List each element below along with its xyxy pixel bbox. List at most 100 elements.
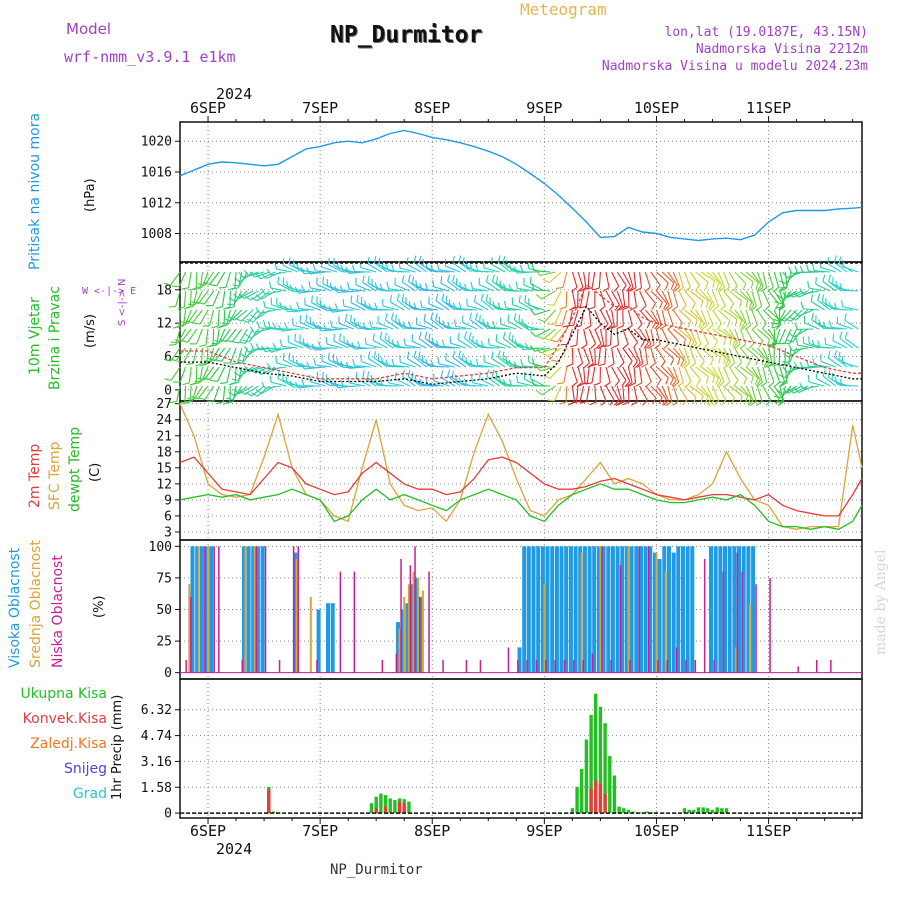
wind-barb-585 xyxy=(644,347,649,364)
wind-barb-flag-80 xyxy=(225,339,233,343)
wind-barb-flag-133 xyxy=(266,268,272,276)
wind-barb-656 xyxy=(700,366,715,377)
wind-barb-592 xyxy=(650,347,656,364)
wind-barb-flag-13 xyxy=(178,401,186,405)
low-cloud-bar-22 xyxy=(465,660,468,673)
wind-barb-701 xyxy=(740,290,753,303)
wind-barb-flag-676 xyxy=(724,360,729,367)
wind-barb-flag-121 xyxy=(255,307,261,314)
wind-barb-flag-575 xyxy=(640,305,647,311)
wind-barb-flag-836 xyxy=(828,320,832,328)
wind-barb-566 xyxy=(627,385,630,403)
wind-barb-flag-442 xyxy=(515,281,518,289)
wind-barb-243 xyxy=(354,365,371,368)
wind-barb-681 xyxy=(723,309,738,320)
wind-barb-92 xyxy=(238,290,254,300)
wind-barb-11 xyxy=(175,347,187,362)
wind-barb-344 xyxy=(440,282,455,292)
ytick-label-2-0: 3 xyxy=(164,525,172,540)
wind-barb-778 xyxy=(787,290,803,298)
wind-barb-flag-736 xyxy=(774,303,779,310)
wind-barb-844 xyxy=(839,337,854,349)
product-title: Meteogram xyxy=(520,0,607,19)
wind-barb-424 xyxy=(503,338,517,349)
wind-barb-423 xyxy=(500,323,517,330)
high-cloud-bar-43 xyxy=(624,546,629,673)
wind-barb-flag-659 xyxy=(709,304,715,311)
wind-barb-flag-291 xyxy=(391,339,395,347)
total-precip-bar-14 xyxy=(580,768,584,814)
high-cloud-bar-39 xyxy=(606,546,611,673)
wind-barb-flag-567 xyxy=(629,287,637,292)
wind-barb-flag-481 xyxy=(543,374,551,379)
wind-barb-flag-171 xyxy=(299,315,302,323)
high-cloud-bar-7 xyxy=(251,546,256,673)
high-cloud-bar-45 xyxy=(634,546,639,673)
total-precip-bar-17 xyxy=(594,693,598,814)
wind-barb-flag-324 xyxy=(420,300,423,308)
wind-barb-295 xyxy=(401,281,416,292)
wind-barb-flag-123 xyxy=(255,343,260,351)
wind-barb-flag-651 xyxy=(712,280,716,288)
wind-barb-flag-649 xyxy=(705,376,709,384)
wind-barb-flag-574 xyxy=(635,287,642,292)
wind-barb-flag-37 xyxy=(193,322,201,325)
wind-barb-flag-850 xyxy=(844,313,847,321)
wind-barb-770 xyxy=(785,271,797,284)
wind-barb-flag-618 xyxy=(677,322,683,330)
wind-barb-flag-241 xyxy=(353,318,356,326)
wind-barb-561 xyxy=(627,290,630,308)
wind-barb-flag-212 xyxy=(328,305,333,313)
ytick-label-0-2: 1016 xyxy=(141,166,172,181)
wind-barb-619 xyxy=(672,328,686,340)
wind-barb-flag-835 xyxy=(828,301,832,309)
ytick-label-2-1: 6 xyxy=(164,509,172,524)
wind-barb-flag-218 xyxy=(334,285,339,293)
wind-barb-flag-381 xyxy=(469,312,473,320)
high-cloud-bar-58 xyxy=(709,546,713,673)
wind-barb-629 xyxy=(678,385,688,400)
wind-barb-665 xyxy=(712,271,723,286)
wind-barb-722 xyxy=(756,290,763,307)
wind-barb-flag-844 xyxy=(839,331,843,339)
wind-barb-836 xyxy=(831,326,848,330)
wind-barb-flag-366 xyxy=(452,302,457,310)
wind-barb-flag-591 xyxy=(647,344,655,349)
wind-barb-708 xyxy=(745,290,755,306)
wind-barb-flag-187 xyxy=(306,361,311,369)
wind-barb-282 xyxy=(390,301,405,311)
wind-barb-630 xyxy=(683,271,691,288)
wind-barb-300 xyxy=(402,375,416,387)
wind-barb-25 xyxy=(192,347,198,364)
wind-barb-flag-202 xyxy=(322,371,324,379)
wind-barb-flag-530 xyxy=(593,382,601,386)
high-cloud-bar-19 xyxy=(419,596,424,673)
wind-barb-flag-3 xyxy=(168,343,176,346)
high-cloud-bar-23 xyxy=(531,546,536,673)
low-cloud-bar-21 xyxy=(442,660,444,673)
wind-barb-332 xyxy=(430,318,444,330)
wind-barb-flag-463 xyxy=(531,283,535,291)
low-cloud-bar-47 xyxy=(722,571,725,673)
wind-barb-flag-825 xyxy=(822,369,826,377)
wind-barb-270 xyxy=(379,338,394,349)
wind-barb-flag-556 xyxy=(622,343,629,350)
wind-barb-flag-484 xyxy=(559,306,567,310)
wind-barb-flag-447 xyxy=(516,375,519,383)
wind-barb-flag-811 xyxy=(807,375,810,383)
wind-barb-678 xyxy=(717,385,727,401)
wind-barb-flag-321 xyxy=(414,376,418,384)
wind-barb-flag-184 xyxy=(311,295,313,303)
wind-barb-546 xyxy=(616,271,627,286)
wind-barb-331 xyxy=(428,303,444,311)
wind-barb-flag-532 xyxy=(602,287,610,292)
wind-barb-799 xyxy=(803,290,820,295)
wind-barb-512 xyxy=(585,290,590,307)
wind-barb-flag-627 xyxy=(681,361,687,368)
cloud-ylabel-2: Srednja Oblacnost xyxy=(28,540,44,668)
wind-barb-732 xyxy=(762,347,771,363)
high-cloud-bar-57 xyxy=(690,546,695,673)
wind-barb-688 xyxy=(728,309,743,321)
wind-barb-flag-314 xyxy=(411,372,414,380)
wind-barb-flag-42 xyxy=(197,283,205,286)
